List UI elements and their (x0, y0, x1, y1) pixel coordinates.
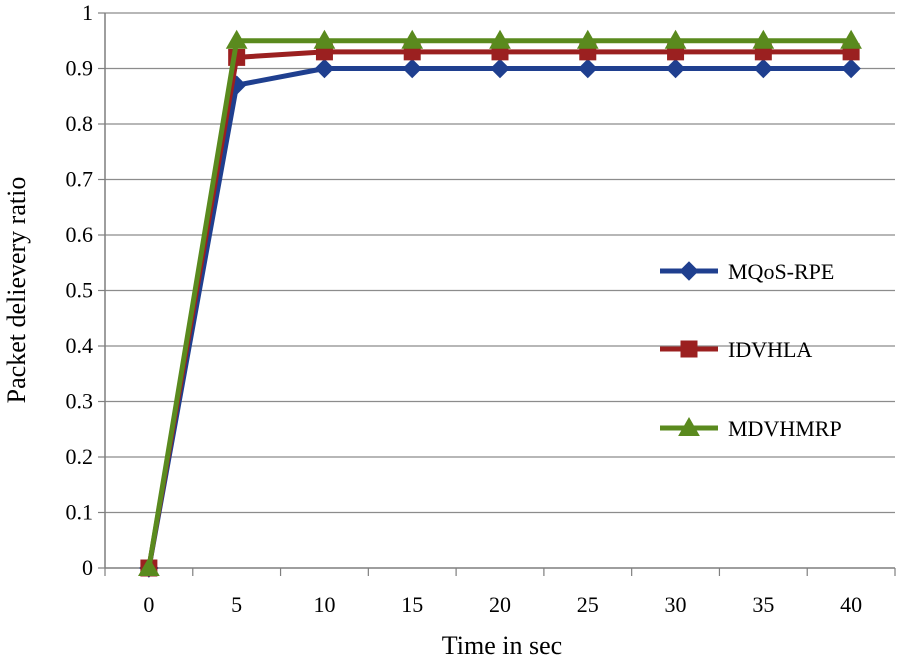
legend-label: MDVHMRP (728, 416, 842, 441)
x-axis-title: Time in sec (442, 631, 562, 660)
data-point-mdvhmrp (138, 556, 160, 576)
x-tick-label: 30 (665, 592, 687, 617)
legend-item-idvhla: IDVHLA (660, 337, 812, 362)
y-tick-label: 0.5 (66, 278, 94, 303)
y-tick-label: 0 (82, 555, 93, 580)
y-tick-label: 0.8 (66, 111, 94, 136)
series-line-mqos-rpe (146, 66, 852, 569)
data-point-mqos-rpe (402, 58, 422, 79)
series-mdvhmrp (138, 29, 862, 576)
y-tick-label: 0.7 (66, 167, 94, 192)
legend-marker (678, 416, 700, 436)
legend-label: MQoS-RPE (728, 259, 834, 284)
legend-marker (680, 340, 698, 358)
y-tick-label: 0.9 (66, 56, 94, 81)
data-point-mdvhmrp (401, 29, 424, 49)
series-group (138, 29, 862, 578)
y-axis-title: Packet delievery ratio (2, 177, 31, 404)
x-tick-label: 25 (577, 592, 599, 617)
series-line-idvhla (146, 49, 852, 569)
axes (98, 12, 896, 576)
y-tick-label: 0.2 (66, 444, 94, 469)
y-tick-label: 0.3 (66, 389, 94, 414)
legend-label: IDVHLA (728, 337, 812, 362)
data-point-mqos-rpe (578, 58, 598, 79)
y-tick-label: 0.1 (66, 500, 94, 525)
data-point-mqos-rpe (665, 58, 686, 79)
data-point-mqos-rpe (841, 58, 861, 79)
data-point-mdvhmrp (489, 29, 511, 49)
data-point-mqos-rpe (314, 58, 335, 79)
x-tick-label: 40 (840, 592, 862, 617)
legend-marker (679, 261, 699, 281)
legend-item-mqos-rpe: MQoS-RPE (660, 259, 834, 284)
y-tick-label: 0.6 (66, 222, 94, 247)
data-point-mqos-rpe (753, 58, 774, 79)
x-tick-label: 35 (752, 592, 774, 617)
data-point-mdvhmrp (225, 29, 248, 49)
series-line-mdvhmrp (146, 38, 852, 569)
y-tick-label: 1 (82, 0, 93, 25)
x-tick-label: 15 (401, 592, 423, 617)
legend: MQoS-RPE IDVHLA MDVHMRP (660, 259, 842, 441)
legend-item-mdvhmrp: MDVHMRP (660, 416, 842, 441)
x-tick-label: 0 (143, 592, 154, 617)
data-point-mdvhmrp (664, 29, 687, 49)
y-tick-labels: 0 0.1 0.2 0.3 0.4 0.5 0.6 0.7 0.8 0.9 1 (66, 0, 94, 580)
data-point-mdvhmrp (576, 29, 599, 49)
series-mqos-rpe (139, 58, 861, 578)
x-tick-label: 5 (231, 592, 242, 617)
x-tick-label: 10 (313, 592, 335, 617)
data-point-mdvhmrp (840, 29, 862, 49)
x-tick-labels: 0 5 10 15 20 25 30 35 40 (143, 592, 862, 617)
data-point-mdvhmrp (313, 29, 336, 49)
data-point-mqos-rpe (490, 58, 510, 79)
data-point-mdvhmrp (752, 29, 775, 49)
x-tick-label: 20 (489, 592, 511, 617)
y-tick-label: 0.4 (66, 333, 94, 358)
